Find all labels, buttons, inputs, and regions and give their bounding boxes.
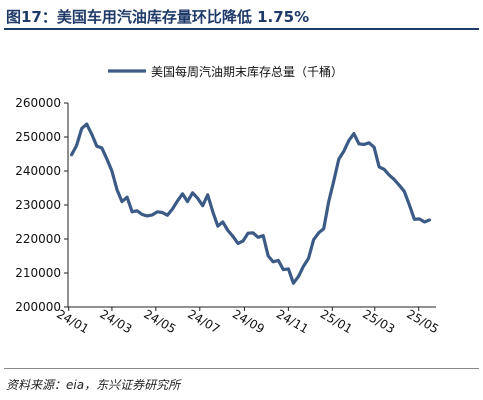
y-tick-label: 250000 (15, 130, 61, 144)
x-tick-label: 24/09 (230, 307, 267, 336)
x-tick-label: 25/05 (404, 307, 441, 336)
y-tick-label: 260000 (15, 96, 61, 110)
series-layer (70, 122, 432, 285)
series-line-0 (70, 122, 432, 285)
source-note: 资料来源：eia，东兴证券研究所 (6, 378, 181, 392)
x-tick-label: 25/01 (318, 307, 355, 336)
footer-rule (4, 368, 479, 369)
x-tick-label: 24/07 (185, 307, 222, 336)
x-tick-label: 25/03 (360, 307, 397, 336)
y-tick-label: 230000 (15, 198, 61, 212)
y-tick-label: 240000 (15, 164, 61, 178)
title-rule (4, 28, 479, 30)
y-tick-label: 200000 (15, 300, 61, 314)
y-axis-ticks: 200000 210000 220000 230000 240000 250000 2600… (15, 96, 68, 314)
y-tick-label: 210000 (15, 266, 61, 280)
x-tick-label: 24/05 (141, 307, 178, 336)
y-tick-label: 220000 (15, 232, 61, 246)
legend-label: 美国每周汽油期末库存总量（千桶） (151, 64, 343, 79)
axes (67, 103, 436, 308)
legend: 美国每周汽油期末库存总量（千桶） (108, 64, 343, 79)
x-tick-label: 24/01 (54, 307, 91, 336)
figure-title: 图17：美国车用汽油库存量环比降低 1.75% (6, 8, 310, 26)
x-tick-label: 24/11 (274, 307, 311, 336)
x-axis-ticks: 24/01 24/03 24/05 24/07 24/09 24/11 25/01 25/03… (54, 307, 441, 336)
x-tick-label: 24/03 (97, 307, 134, 336)
